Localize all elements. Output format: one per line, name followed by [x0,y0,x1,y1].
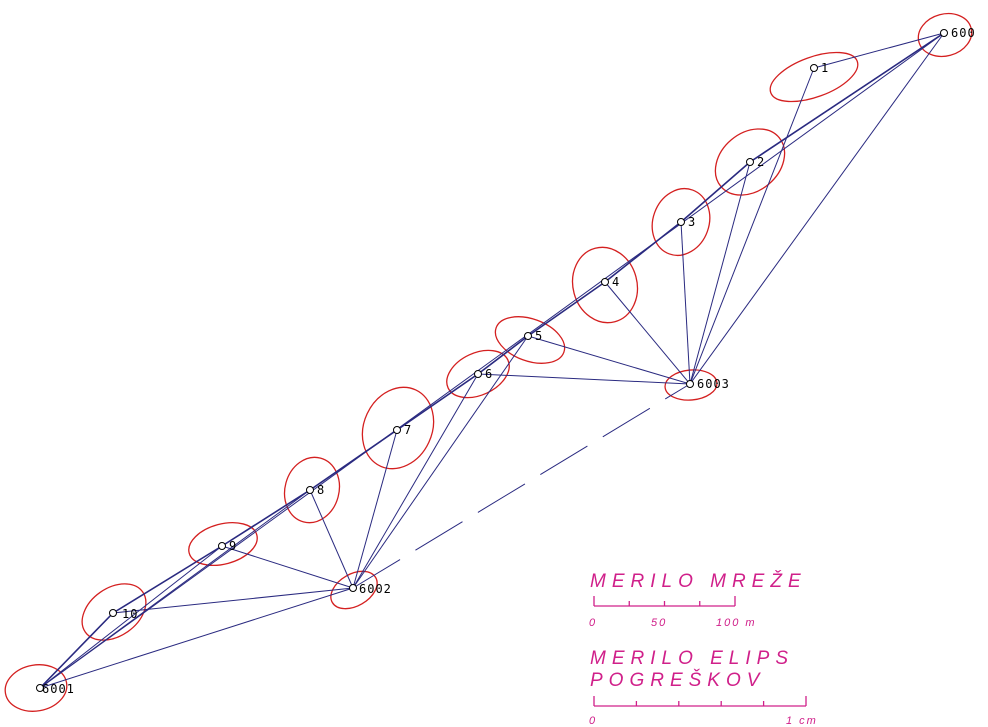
point-marker-6002 [349,584,357,592]
network-line-6001-9 [39,545,223,689]
network-line-6002-10 [112,587,354,614]
ellipse-scale-tick-1cm: 1 cm [786,715,818,727]
point-label-9: 9 [229,539,237,553]
network-line-6002-9 [221,545,354,589]
network-line-600-6003 [689,32,945,385]
ellipse-scale-tick-0: 0 [589,715,597,727]
network-line-6001-600 [39,32,945,689]
traverse-line-9-8 [221,489,311,547]
point-marker-10 [109,609,117,617]
error-ellipse-6 [446,349,510,399]
network-line-6003-3 [680,221,691,385]
point-label-2: 2 [757,155,765,169]
network-line-6003-6 [477,373,691,385]
error-ellipse-4 [571,246,639,324]
error-ellipse-6002 [330,570,378,610]
network-line-600-1 [813,32,945,69]
traverse-line-6-5 [477,335,529,375]
ellipse-scale-title-line2: POGREŠKOV [590,669,765,691]
point-label-4: 4 [612,275,620,289]
point-label-6001: 6001 [42,682,75,696]
network-scale-bar [593,596,736,607]
network-line-6002-6 [352,373,479,589]
network-line-6001-8 [39,489,311,689]
point-marker-600 [940,29,948,37]
network-lines [39,32,945,689]
network-line-6002-7 [352,429,398,589]
network-line-6003-5 [527,335,691,385]
network-line-6002-5 [352,335,529,589]
error-ellipse-7 [361,386,435,470]
ellipse-scale: MERILO ELIPS POGREŠKOV 0 1 cm [589,648,818,727]
point-label-1: 1 [821,61,829,75]
point-marker-1 [810,64,818,72]
error-ellipse-10 [81,583,147,641]
error-ellipse-1 [769,51,859,103]
point-label-6003: 6003 [697,377,730,391]
point-label-3: 3 [688,215,696,229]
point-label-10: 10 [122,607,138,621]
error-ellipse-600 [917,12,973,58]
dashed-line-6002-6003 [352,383,691,589]
network-scale: MERILO MREŽE 0 50 100 m [589,570,807,629]
network-scale-tick-50: 50 [651,617,667,629]
point-label-8: 8 [317,483,325,497]
point-marker-6 [474,370,482,378]
ellipse-scale-bar [593,696,807,707]
error-ellipse-5 [494,316,566,364]
point-marker-5 [524,332,532,340]
point-marker-6003 [686,380,694,388]
point-marker-6001 [36,684,44,692]
ellipse-scale-title-line1: MERILO ELIPS [590,648,794,669]
traverse-line-3-2 [680,161,751,223]
network-line-6002-8 [309,489,354,589]
network-line-6001-10 [39,612,114,689]
error-ellipse-9 [188,522,258,566]
point-marker-8 [306,486,314,494]
point-label-6002: 6002 [359,582,392,596]
point-label-5: 5 [535,329,543,343]
network-scale-tick-0: 0 [589,617,597,629]
point-marker-7 [393,426,401,434]
network-line-6001-6002 [39,587,354,689]
network-line-6003-2 [689,161,751,385]
traverse-line-5-4 [527,281,606,337]
error-ellipse-6001 [4,664,68,712]
point-label-6: 6 [485,367,493,381]
traverse-line-4-3 [604,221,682,283]
error-ellipse-3 [651,187,711,257]
network-line-600-2 [749,32,945,163]
error-ellipses [4,12,973,712]
network-scale-title: MERILO MREŽE [590,570,807,592]
network-line-6003-1 [689,67,815,385]
point-marker-9 [218,542,226,550]
network-scale-tick-100: 100 m [716,617,757,629]
point-marker-4 [601,278,609,286]
point-marker-2 [746,158,754,166]
traverse-line-10-9 [112,545,223,614]
traverse-line-7-6 [396,373,479,431]
error-ellipse-8 [283,456,341,524]
point-marker-3 [677,218,685,226]
network-line-6003-4 [604,281,691,385]
point-label-600: 600 [951,26,976,40]
point-label-7: 7 [404,423,412,437]
